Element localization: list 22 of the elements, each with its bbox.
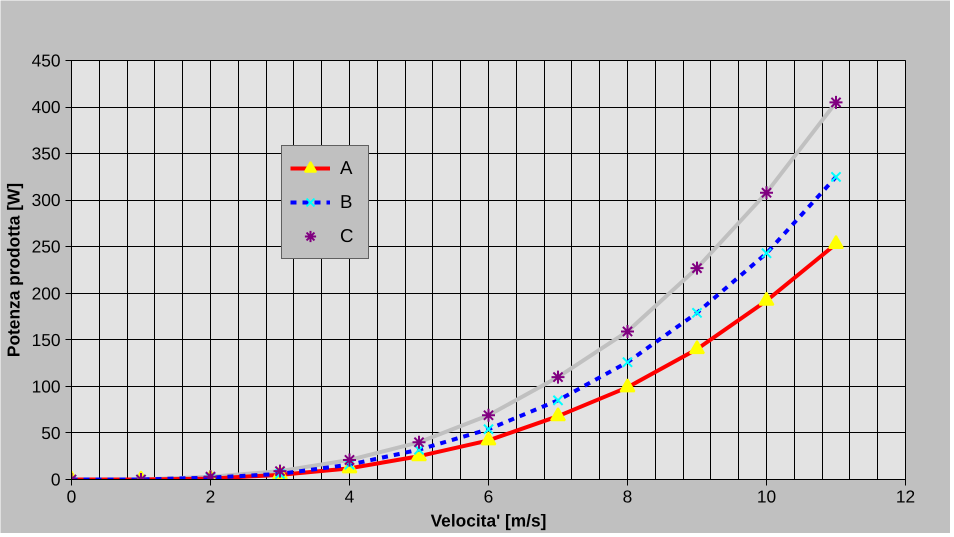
y-tick-label: 150 xyxy=(32,330,61,350)
x-tick-label: 0 xyxy=(66,486,76,506)
legend-label: C xyxy=(340,225,354,247)
y-axis-title: Potenza prodotta [W] xyxy=(4,182,24,358)
y-tick-label: 50 xyxy=(41,422,61,443)
x-tick-label: 10 xyxy=(756,486,776,506)
y-tick-label: 0 xyxy=(50,470,61,490)
legend-label: A xyxy=(340,157,354,179)
y-tick-label: 250 xyxy=(32,236,61,257)
x-tick-label: 6 xyxy=(484,486,494,506)
y-tick-label: 400 xyxy=(32,97,61,118)
legend-label: B xyxy=(340,191,354,213)
x-tick-label: 2 xyxy=(206,486,216,506)
y-tick-label: 350 xyxy=(32,144,61,164)
x-axis-title: Velocita' [m/s] xyxy=(430,510,546,530)
x-tick-label: 12 xyxy=(896,486,916,506)
y-tick-label: 100 xyxy=(32,376,61,396)
y-tick-label: 300 xyxy=(32,190,61,210)
x-tick-label: 8 xyxy=(622,486,632,506)
y-tick-label: 200 xyxy=(32,283,61,304)
y-tick-label: 450 xyxy=(32,50,61,70)
x-tick-label: 4 xyxy=(344,486,355,506)
